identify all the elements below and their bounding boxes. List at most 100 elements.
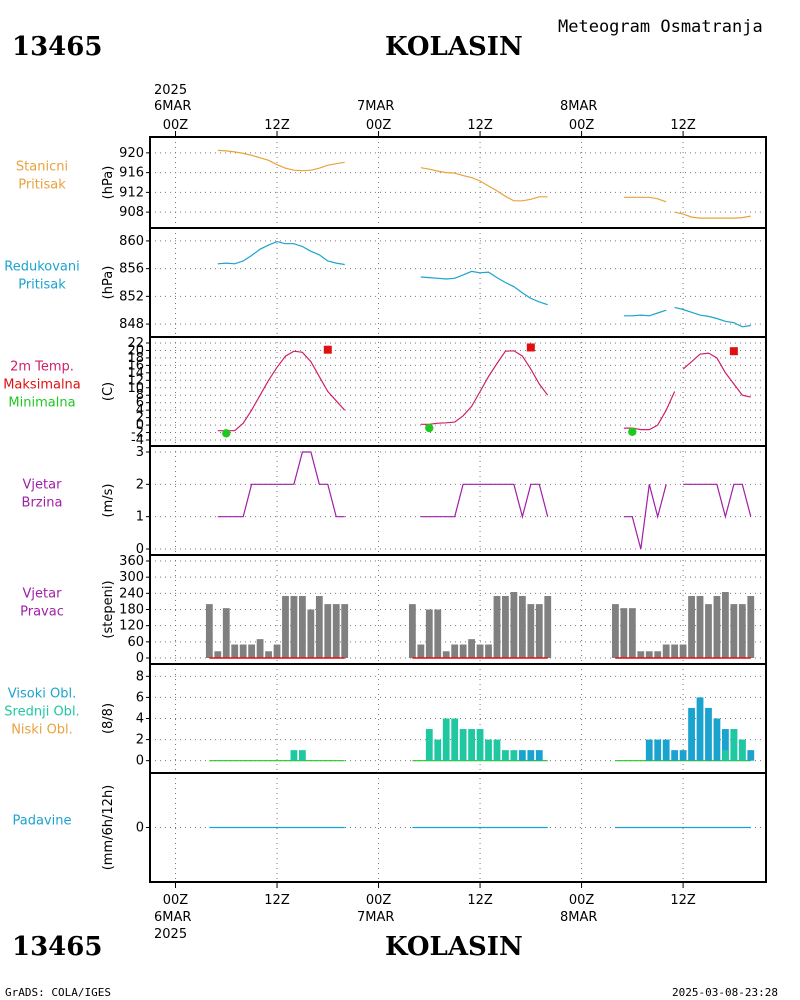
cloud-bar	[713, 718, 721, 761]
date-bottom-7mar: 7MAR	[357, 910, 394, 925]
panel-label: Minimalna	[8, 396, 75, 411]
wind-dir-bar	[425, 609, 433, 658]
wind-dir-bar	[341, 604, 349, 658]
y-tick-label: 6	[136, 396, 144, 411]
wind-dir-bar	[544, 596, 552, 658]
wind-dir-bar	[476, 644, 484, 658]
max-temp-marker	[526, 343, 535, 352]
cloud-bar	[671, 750, 679, 761]
wind-dir-bar	[671, 644, 679, 658]
cloud-bar	[722, 750, 729, 761]
y-tick-label: 852	[119, 289, 144, 304]
cloud-bar	[493, 739, 501, 761]
station-id-bottom: 13465	[12, 932, 102, 962]
y-tick-label: 10	[127, 381, 144, 396]
series-line	[665, 391, 676, 411]
wind-dir-bar	[417, 644, 425, 658]
wind-dir-bar	[713, 596, 721, 658]
station-id-top: 13465	[12, 32, 102, 62]
panel-label: Pravac	[20, 605, 64, 620]
y-tick-label: 0	[136, 754, 144, 769]
y-tick-label: 180	[119, 603, 144, 618]
min-temp-marker	[222, 429, 231, 438]
y-axis-unit: (mm/6h/12h)	[101, 785, 116, 871]
wind-dir-bar	[493, 596, 501, 658]
y-tick-label: 2	[136, 477, 144, 492]
date-bottom-6mar: 6MAR	[154, 910, 191, 925]
wind-dir-bar	[205, 604, 213, 658]
y-tick-label: 3	[136, 445, 144, 460]
x-tick-label-top: 00Z	[569, 118, 595, 133]
panel-precip: 0 Padavine (mm/6h/12h)	[13, 772, 767, 883]
wind-dir-bar	[299, 596, 306, 658]
y-tick-label: 4	[136, 712, 144, 727]
date-top-8mar: 8MAR	[560, 99, 597, 114]
date-top-6mar: 6MAR	[154, 99, 191, 114]
cloud-bar	[485, 739, 492, 761]
panel-label: Padavine	[13, 814, 72, 829]
cloud-bar	[535, 750, 543, 761]
wind-dir-bar	[696, 596, 704, 658]
y-tick-label: -4	[131, 433, 144, 448]
y-tick-label: 360	[119, 554, 144, 569]
wind-dir-bar	[535, 604, 543, 658]
station-name-bottom: KOLASIN	[385, 932, 523, 962]
y-axis-unit: (hPa)	[101, 266, 116, 300]
cloud-bar	[738, 739, 746, 761]
y-tick-label: 848	[119, 317, 144, 332]
series-line	[420, 483, 549, 520]
wind-dir-bar	[747, 596, 755, 658]
series-line	[623, 196, 667, 203]
cloud-bar	[476, 729, 484, 761]
y-axis-unit: (hPa)	[101, 166, 116, 200]
cloud-bar	[299, 750, 306, 761]
panel-label: Redukovani	[4, 260, 79, 275]
cloud-bar	[442, 718, 450, 761]
wind-dir-bar	[738, 604, 746, 658]
wind-dir-bar	[290, 596, 298, 658]
x-tick-label-bottom: 00Z	[163, 893, 189, 908]
y-tick-label: 912	[119, 185, 144, 200]
x-tick-label-top: 00Z	[163, 118, 189, 133]
cloud-bar	[451, 718, 459, 761]
cloud-bar	[510, 750, 518, 761]
y-tick-label: 18	[127, 351, 144, 366]
panel-label: Vjetar	[23, 478, 63, 493]
wind-dir-bar	[722, 591, 729, 658]
y-tick-label: 4	[136, 403, 144, 418]
x-tick-label-top: 12Z	[670, 118, 696, 133]
wind-dir-bar	[637, 651, 645, 658]
cloud-bar	[502, 750, 509, 761]
y-tick-label: 0	[136, 542, 144, 557]
wind-dir-bar	[248, 644, 256, 658]
cloud-bar	[434, 739, 442, 761]
wind-dir-bar	[502, 596, 509, 658]
series-line	[217, 240, 345, 266]
panel-label: Vjetar	[23, 587, 63, 602]
wind-dir-bar	[518, 596, 526, 658]
wind-dir-bar	[679, 644, 687, 658]
wind-dir-bar	[705, 604, 712, 658]
panel-frame	[149, 445, 767, 556]
wind-dir-bar	[256, 639, 264, 658]
y-axis-unit: (stepeni)	[101, 580, 116, 638]
y-tick-label: 0	[136, 651, 144, 666]
cloud-bar	[527, 750, 535, 761]
panel-label: Brzina	[22, 496, 63, 511]
wind-dir-bar	[730, 604, 738, 658]
panel-label: Stanicni	[16, 160, 68, 175]
year-bottom: 2025	[154, 927, 187, 942]
y-tick-label: 860	[119, 234, 144, 249]
series-line	[217, 350, 346, 432]
cloud-bar	[688, 707, 695, 761]
x-tick-label-top: 12Z	[264, 118, 290, 133]
panel-frame	[149, 136, 767, 229]
series-line	[420, 350, 549, 425]
wind-dir-bar	[282, 596, 289, 658]
series-line	[683, 483, 752, 520]
y-tick-label: 908	[119, 205, 144, 220]
series-line	[674, 306, 751, 328]
wind-dir-bar	[315, 596, 323, 658]
